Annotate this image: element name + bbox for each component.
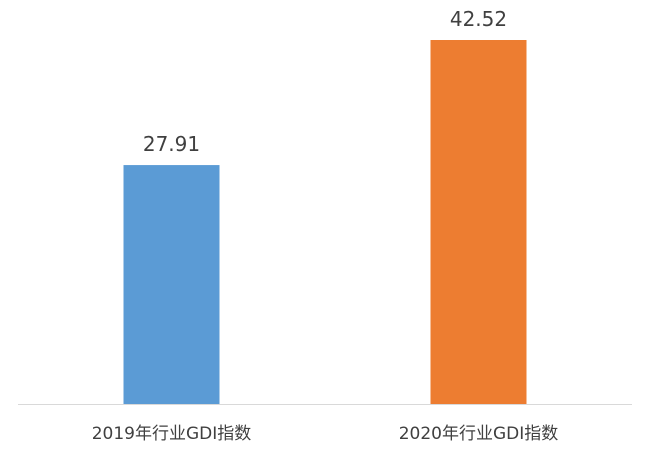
value-label-0: 27.91 <box>143 132 200 156</box>
value-label-1: 42.52 <box>450 7 507 31</box>
bar-0 <box>123 165 220 404</box>
category-labels-group: 2019年行业GDI指数 2020年行业GDI指数 <box>92 424 559 444</box>
bars-group <box>123 40 527 404</box>
category-label-0: 2019年行业GDI指数 <box>92 424 252 444</box>
bar-1 <box>430 40 527 404</box>
category-label-1: 2020年行业GDI指数 <box>399 424 559 444</box>
value-labels-group: 27.91 42.52 <box>143 7 507 156</box>
